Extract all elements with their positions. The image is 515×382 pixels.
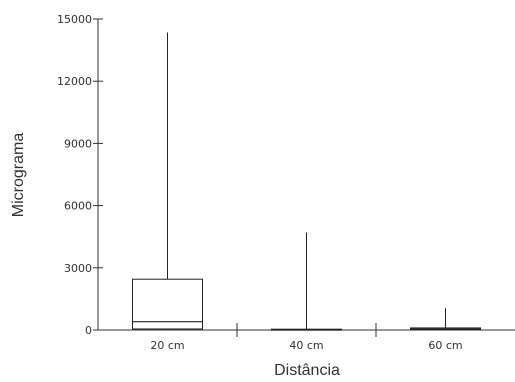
x-tick-label: 60 cm (428, 339, 462, 352)
box-series (132, 32, 481, 331)
box-20-cm (132, 32, 203, 330)
y-axis-title: Micrograma (10, 133, 27, 218)
y-tick-label: 0 (85, 324, 92, 337)
y-tick-label: 6000 (64, 200, 92, 213)
y-tick-label: 3000 (64, 262, 92, 275)
y-axis-ticks: 0 3000 6000 9000 12000 15000 (57, 13, 103, 337)
box-40-cm (271, 232, 342, 331)
box-60-cm (410, 308, 481, 331)
y-tick-label: 15000 (57, 13, 92, 26)
box-body (132, 278, 203, 330)
x-axis-title: Distância (274, 362, 340, 379)
y-tick-label: 9000 (64, 137, 92, 150)
x-tick-label: 40 cm (289, 339, 323, 352)
x-axis-ticks: 20 cm 40 cm 60 cm (150, 323, 463, 352)
x-tick-label: 20 cm (150, 339, 184, 352)
y-tick-label: 12000 (57, 75, 92, 88)
